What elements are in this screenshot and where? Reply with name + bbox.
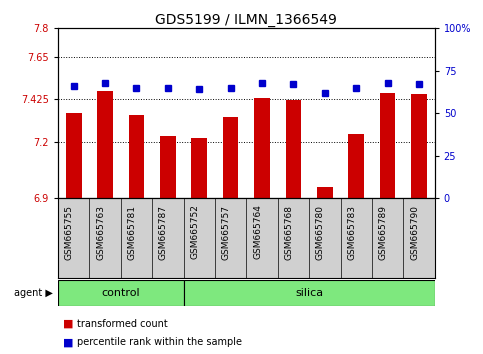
Bar bbox=[184, 280, 435, 306]
Text: GSM665781: GSM665781 bbox=[128, 205, 137, 259]
Title: GDS5199 / ILMN_1366549: GDS5199 / ILMN_1366549 bbox=[156, 13, 337, 27]
Text: GSM665789: GSM665789 bbox=[379, 205, 387, 259]
Text: agent ▶: agent ▶ bbox=[14, 288, 53, 298]
Bar bbox=[160, 136, 176, 198]
Bar bbox=[66, 113, 82, 198]
Text: GSM665764: GSM665764 bbox=[253, 205, 262, 259]
Bar bbox=[191, 138, 207, 198]
Bar bbox=[380, 92, 396, 198]
Bar bbox=[58, 280, 184, 306]
Text: GSM665763: GSM665763 bbox=[96, 205, 105, 259]
Text: GSM665755: GSM665755 bbox=[65, 205, 73, 259]
Bar bbox=[348, 134, 364, 198]
Text: GSM665790: GSM665790 bbox=[410, 205, 419, 259]
Text: control: control bbox=[101, 288, 140, 298]
Text: percentile rank within the sample: percentile rank within the sample bbox=[77, 337, 242, 348]
Text: GSM665757: GSM665757 bbox=[222, 205, 231, 259]
Text: GSM665768: GSM665768 bbox=[284, 205, 294, 259]
Bar bbox=[128, 115, 144, 198]
Text: silica: silica bbox=[295, 288, 323, 298]
Text: ■: ■ bbox=[63, 319, 73, 329]
Text: transformed count: transformed count bbox=[77, 319, 168, 329]
Bar bbox=[285, 100, 301, 198]
Text: ■: ■ bbox=[63, 337, 73, 348]
Text: GSM665783: GSM665783 bbox=[347, 205, 356, 259]
Text: GSM665787: GSM665787 bbox=[159, 205, 168, 259]
Bar bbox=[254, 98, 270, 198]
Text: GSM665780: GSM665780 bbox=[316, 205, 325, 259]
Bar bbox=[223, 117, 239, 198]
Bar bbox=[97, 91, 113, 198]
Bar bbox=[411, 95, 427, 198]
Bar bbox=[317, 187, 333, 198]
Text: GSM665752: GSM665752 bbox=[190, 205, 199, 259]
